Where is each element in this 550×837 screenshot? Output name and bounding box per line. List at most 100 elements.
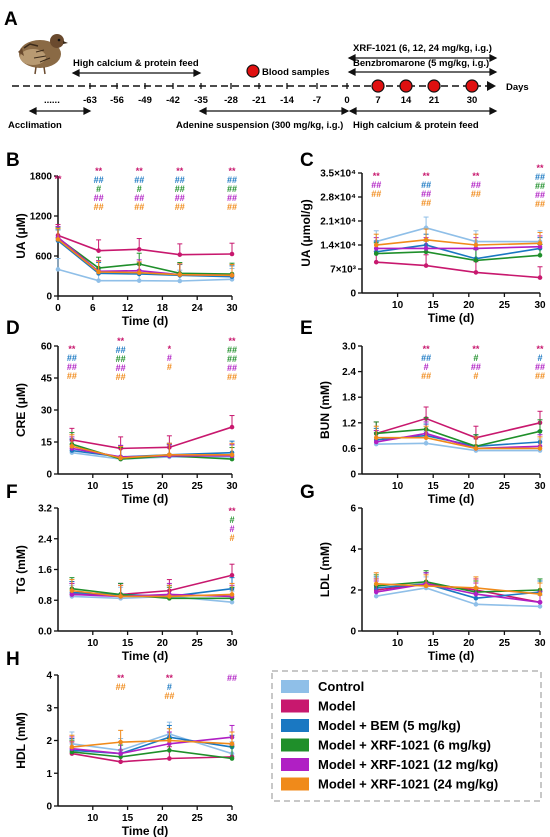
y-tick-label: 3.2 bbox=[38, 504, 52, 515]
timeline-panel: A bbox=[4, 9, 529, 131]
y-tick-label: 0 bbox=[46, 802, 52, 813]
label-adenine: Adenine suspension (300 mg/kg, i.g.) bbox=[176, 120, 343, 131]
data-point bbox=[229, 273, 235, 278]
data-point bbox=[167, 594, 172, 599]
series-line bbox=[71, 752, 233, 763]
y-tick-label: 1.8 bbox=[342, 393, 356, 404]
significance-mark: # bbox=[424, 362, 429, 372]
series-line bbox=[376, 417, 541, 439]
significance-mark: ## bbox=[535, 199, 545, 209]
x-tick-label: 25 bbox=[192, 638, 204, 649]
x-tick-label: 20 bbox=[157, 813, 169, 824]
label-xrf-dosing: XRF-1021 (6, 12, 24 mg/kg, i.g.) bbox=[353, 43, 492, 54]
significance-mark: ## bbox=[175, 175, 185, 185]
series-line bbox=[71, 736, 233, 755]
x-tick-label: 15 bbox=[428, 481, 440, 492]
x-axis-label: Time (d) bbox=[428, 649, 474, 663]
y-tick-label: 3.5×10⁴ bbox=[320, 169, 356, 180]
significance-mark: ** bbox=[472, 171, 480, 181]
significance-mark: ## bbox=[175, 193, 185, 203]
legend-label-xrf6: Model + XRF-1021 (6 mg/kg) bbox=[318, 738, 491, 753]
y-tick-label: 2.1×10⁴ bbox=[320, 217, 356, 228]
significance-mark: ## bbox=[227, 175, 237, 185]
x-tick-label: 25 bbox=[192, 813, 204, 824]
significance-mark: ## bbox=[134, 202, 144, 212]
x-tick-label: 10 bbox=[87, 638, 99, 649]
series-xrf24 bbox=[373, 572, 543, 597]
timeline-tick-label: -63 bbox=[83, 95, 97, 106]
data-point bbox=[473, 258, 479, 263]
significance-mark: ## bbox=[227, 354, 237, 364]
significance-mark: ## bbox=[134, 175, 144, 185]
legend-box bbox=[271, 670, 542, 802]
data-point bbox=[537, 600, 543, 605]
significance-mark: ## bbox=[116, 682, 126, 692]
series-line bbox=[71, 733, 233, 755]
significance-mark: # bbox=[473, 353, 478, 363]
data-point bbox=[177, 278, 183, 284]
significance-mark: ## bbox=[227, 372, 237, 382]
panel-label: F bbox=[6, 482, 18, 503]
significance-mark: # bbox=[229, 533, 234, 543]
significance-mark: ** bbox=[536, 163, 544, 173]
significance-mark: ** bbox=[95, 166, 103, 176]
y-tick-label: 0 bbox=[350, 289, 356, 300]
series-line bbox=[376, 583, 541, 604]
legend-label-xrf12: Model + XRF-1021 (12 mg/kg) bbox=[318, 757, 498, 772]
data-point bbox=[229, 424, 235, 430]
timeline-tick-label: -21 bbox=[252, 95, 266, 106]
data-point bbox=[229, 572, 235, 578]
significance-mark: ** bbox=[472, 344, 480, 354]
data-point bbox=[229, 756, 235, 761]
series-model bbox=[373, 250, 543, 280]
blood-sample-dot bbox=[371, 79, 385, 93]
legend-label-model: Model bbox=[318, 699, 356, 714]
series-line bbox=[57, 237, 233, 275]
significance-mark: ** bbox=[228, 336, 236, 346]
series-line bbox=[71, 739, 233, 748]
series-model bbox=[69, 415, 235, 451]
x-tick-label: 20 bbox=[463, 481, 475, 492]
significance-mark: ** bbox=[117, 336, 125, 346]
chart-panel-g: G 0 2 4 6 10 15 20 25 30 Time (d) LDL (mM) bbox=[300, 482, 546, 663]
y-axis-label: TG (mM) bbox=[14, 545, 28, 594]
significance-mark: ## bbox=[67, 362, 77, 372]
significance-mark: ## bbox=[535, 190, 545, 200]
x-tick-label: 30 bbox=[226, 638, 238, 649]
y-tick-label: 2 bbox=[46, 736, 52, 747]
data-point bbox=[136, 270, 142, 275]
series-line bbox=[71, 589, 233, 598]
blood-sample-dot bbox=[465, 79, 479, 93]
y-tick-label: 2.4 bbox=[38, 534, 52, 545]
data-point bbox=[373, 242, 379, 248]
data-point bbox=[96, 269, 101, 275]
data-point bbox=[373, 435, 379, 441]
significance-mark: ## bbox=[94, 202, 104, 212]
data-point bbox=[69, 443, 75, 449]
x-tick-label: 10 bbox=[87, 813, 99, 824]
significance-mark: ## bbox=[535, 181, 545, 191]
series-line bbox=[376, 436, 540, 450]
y-tick-label: 0.8 bbox=[38, 596, 52, 607]
data-point bbox=[229, 592, 235, 597]
significance-mark: ** bbox=[117, 673, 125, 683]
data-point bbox=[55, 237, 61, 242]
x-tick-label: 30 bbox=[226, 813, 238, 824]
quail-illustration bbox=[18, 34, 68, 75]
timeline-tick-label: 0 bbox=[344, 95, 349, 106]
x-axis-label: Time (d) bbox=[122, 492, 168, 506]
y-tick-label: 7×10³ bbox=[330, 265, 357, 276]
data-point bbox=[473, 242, 479, 248]
series-line bbox=[57, 234, 233, 256]
y-tick-label: 0 bbox=[46, 470, 52, 481]
panel-label: D bbox=[6, 318, 20, 339]
significance-mark: # bbox=[137, 184, 142, 194]
timeline-tick-label: -42 bbox=[166, 95, 180, 106]
significance-mark: ## bbox=[94, 193, 104, 203]
significance-mark: ## bbox=[175, 202, 185, 212]
legend-swatch-xrf12 bbox=[281, 758, 309, 771]
significance-mark: ## bbox=[421, 353, 431, 363]
significance-mark: ## bbox=[471, 189, 481, 199]
data-point bbox=[473, 446, 479, 451]
